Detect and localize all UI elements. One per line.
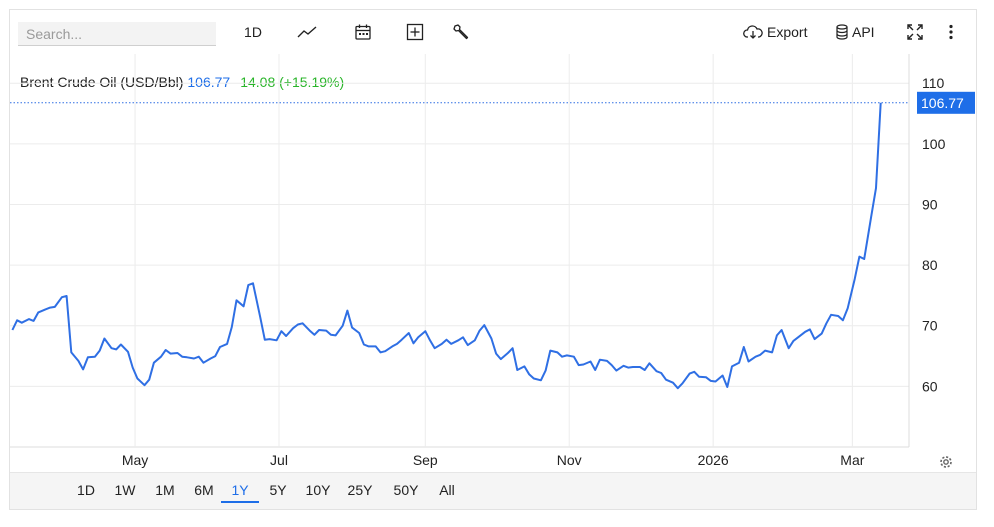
chart-toolbar: 1D Export	[10, 10, 976, 54]
fullscreen-icon	[906, 23, 924, 41]
chart-settings-button[interactable]	[940, 456, 952, 468]
range-button-1w[interactable]: 1W	[114, 482, 136, 498]
price-chart[interactable]: 60 70 80 90 100 110 May Jul Sep Nov 2026 Mar 106.7…	[10, 10, 976, 474]
cloud-download-icon	[743, 24, 763, 40]
gear-icon	[940, 456, 952, 468]
more-vertical-icon	[949, 24, 953, 40]
export-button[interactable]: Export	[743, 21, 819, 43]
line-chart-icon	[297, 25, 317, 39]
range-button-all[interactable]: All	[439, 482, 455, 498]
price-line	[11, 102, 882, 390]
x-tick-label: Sep	[413, 452, 438, 468]
chart-grid	[10, 54, 910, 448]
x-axis: May Jul Sep Nov 2026 Mar	[122, 452, 865, 468]
x-tick-label: May	[122, 452, 148, 468]
y-tick-label: 110	[922, 75, 945, 91]
last-price: 106.77	[187, 74, 231, 90]
range-button-25y[interactable]: 25Y	[347, 482, 373, 498]
api-label: API	[852, 24, 875, 40]
y-tick-label: 90	[922, 196, 938, 212]
fullscreen-button[interactable]	[903, 21, 927, 43]
x-tick-label: Jul	[270, 452, 288, 468]
interval-label: 1D	[244, 24, 262, 40]
more-button[interactable]	[942, 21, 960, 43]
add-indicator-icon	[406, 23, 424, 41]
chart-widget: 1D Export	[9, 9, 977, 510]
date-range-button[interactable]	[351, 21, 375, 43]
y-tick-label: 80	[922, 257, 938, 273]
last-price-label-text: 106.77	[921, 95, 964, 111]
x-tick-label: Mar	[840, 452, 864, 468]
add-indicator-button[interactable]	[403, 21, 427, 43]
range-button-6m[interactable]: 6M	[194, 482, 214, 498]
x-tick-label: Nov	[557, 452, 582, 468]
last-price-label-bg	[917, 91, 975, 114]
y-tick-label: 60	[922, 378, 938, 394]
search-input[interactable]	[18, 22, 216, 46]
calendar-icon	[354, 23, 372, 41]
range-button-50y[interactable]: 50Y	[393, 482, 419, 498]
wrench-icon	[452, 23, 470, 41]
y-axis: 60 70 80 90 100 110	[922, 75, 946, 394]
y-tick-label: 70	[922, 318, 938, 334]
x-tick-label: 2026	[698, 452, 729, 468]
range-button-5y[interactable]: 5Y	[269, 482, 287, 498]
export-label: Export	[767, 24, 808, 40]
interval-button[interactable]: 1D	[238, 21, 268, 43]
last-price-label: 106.77	[917, 91, 975, 114]
range-button-1y[interactable]: 1Y	[221, 479, 259, 503]
range-button-10y[interactable]: 10Y	[305, 482, 331, 498]
database-icon	[836, 24, 848, 40]
instrument-title: Brent Crude Oil (USD/Bbl)	[20, 74, 184, 90]
y-tick-label: 100	[922, 136, 946, 152]
range-selector: 1D 1W 1M 6M 1Y 5Y 10Y 25Y 50Y All	[10, 472, 976, 509]
range-button-1m[interactable]: 1M	[155, 482, 175, 498]
range-button-1d[interactable]: 1D	[77, 482, 95, 498]
tools-button[interactable]	[449, 21, 473, 43]
price-info: Brent Crude Oil (USD/Bbl) 106.77 14.08 (+1…	[20, 74, 344, 90]
chart-type-button[interactable]	[294, 21, 320, 43]
api-button[interactable]: API	[836, 21, 882, 43]
price-change: 14.08 (+15.19%)	[240, 74, 345, 90]
